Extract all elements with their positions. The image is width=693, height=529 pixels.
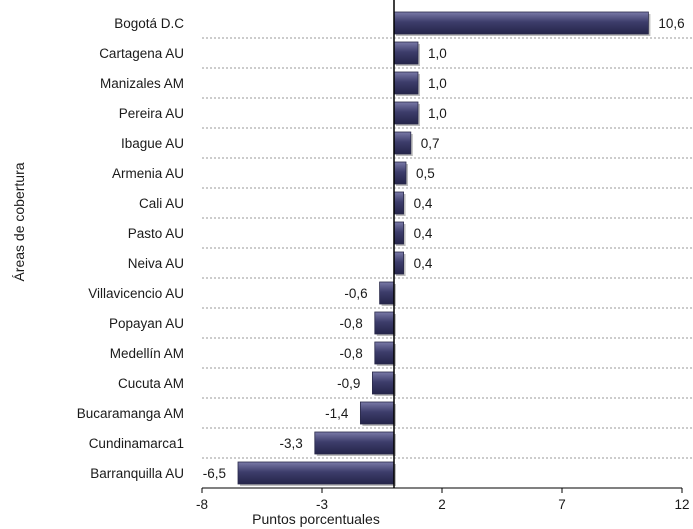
bar-armenia-au: [393, 161, 407, 185]
value-label: -0,8: [340, 346, 363, 361]
category-label: Neiva AU: [128, 256, 184, 271]
value-label: 1,0: [428, 76, 447, 91]
value-label: 1,0: [428, 46, 447, 61]
bar-ibague-au: [393, 131, 412, 155]
x-tick-label: -3: [316, 497, 328, 512]
bar-pasto-au: [393, 221, 405, 245]
value-label: -1,4: [325, 406, 349, 421]
category-label: Bogotá D.C: [114, 16, 184, 31]
bar-cali-au: [393, 191, 405, 215]
category-label: Bucaramanga AM: [77, 406, 184, 421]
bar-neiva-au: [393, 251, 405, 275]
value-label: -0,6: [344, 286, 367, 301]
value-label: 0,4: [414, 196, 433, 211]
x-tick-label: 7: [558, 497, 566, 512]
bar-pereira-au: [393, 101, 419, 125]
value-label: 0,5: [416, 166, 435, 181]
x-tick-label: -8: [196, 497, 208, 512]
bar-medell-n-am: [374, 341, 395, 365]
category-label: Manizales AM: [100, 76, 184, 91]
value-labels: 10,6 1,0 1,0 1,0 0,7 0,5 0,4 0,4 0,4 -0,6 -0,8 -0,8…: [203, 16, 685, 481]
category-labels: Bogotá D.C Cartagena AU Manizales AM Pereir…: [77, 16, 185, 481]
bar-cucuta-am: [371, 371, 395, 395]
category-label: Cundinamarca1: [89, 436, 184, 451]
value-label: -3,3: [280, 436, 303, 451]
bar-cundinamarca1: [314, 431, 395, 455]
value-label: -0,8: [340, 316, 363, 331]
category-label: Ibague AU: [121, 136, 184, 151]
value-label: 1,0: [428, 106, 447, 121]
x-axis-title: Puntos porcentuales: [252, 511, 380, 527]
bar-bucaramanga-am: [359, 401, 395, 425]
bar-cartagena-au: [393, 41, 419, 65]
category-label: Cali AU: [139, 196, 184, 211]
category-label: Barranquilla AU: [90, 466, 184, 481]
category-label: Armenia AU: [112, 166, 184, 181]
value-label: -6,5: [203, 466, 226, 481]
value-label: 0,7: [421, 136, 440, 151]
bar-manizales-am: [393, 71, 419, 95]
category-label: Pereira AU: [119, 106, 184, 121]
x-tick-label: 12: [674, 497, 689, 512]
value-label: 10,6: [658, 16, 684, 31]
value-label: 0,4: [414, 256, 433, 271]
bar-popayan-au: [374, 311, 395, 335]
x-tick-label: 2: [438, 497, 446, 512]
bar-barranquilla-au: [237, 461, 395, 485]
x-axis: -8 -3 2 7 12: [196, 0, 690, 512]
category-label: Villavicencio AU: [88, 286, 184, 301]
category-label: Pasto AU: [128, 226, 184, 241]
y-axis-title: Áreas de cobertura: [11, 162, 27, 281]
bar-villavicencio-au: [379, 281, 395, 305]
bar-bogot-d-c: [393, 11, 649, 35]
value-label: 0,4: [414, 226, 433, 241]
category-label: Popayan AU: [109, 316, 184, 331]
category-label: Medellín AM: [110, 346, 184, 361]
value-label: -0,9: [337, 376, 360, 391]
category-label: Cartagena AU: [99, 46, 184, 61]
bars: [237, 11, 651, 486]
gridlines: [202, 37, 692, 459]
category-label: Cucuta AM: [118, 376, 184, 391]
